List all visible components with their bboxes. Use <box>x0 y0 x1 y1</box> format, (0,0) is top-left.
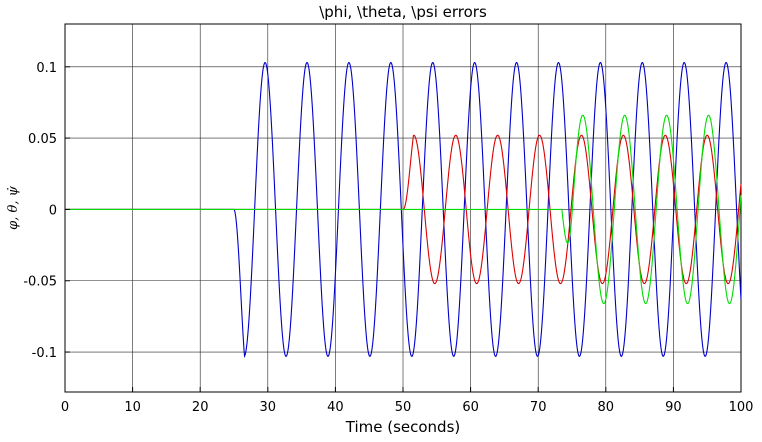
x-tick-label: 10 <box>124 400 141 415</box>
y-tick-label: -0.1 <box>32 346 57 361</box>
x-tick-label: 90 <box>665 400 682 415</box>
chart-title: \phi, \theta, \psi errors <box>319 3 487 21</box>
x-axis-label: Time (seconds) <box>345 418 461 436</box>
x-axis-ticks: 0 10 20 30 40 50 60 70 80 90 100 <box>61 387 754 415</box>
x-tick-label: 60 <box>462 400 479 415</box>
x-tick-label: 30 <box>260 400 277 415</box>
x-tick-label: 50 <box>395 400 412 415</box>
x-tick-label: 100 <box>729 400 754 415</box>
x-tick-label: 40 <box>327 400 344 415</box>
x-tick-label: 80 <box>598 400 615 415</box>
series-group <box>65 61 742 359</box>
x-tick-label: 70 <box>530 400 547 415</box>
y-axis-ticks: 0.1 0.05 0 -0.05 -0.1 <box>23 61 70 361</box>
y-tick-label: 0.1 <box>36 61 57 76</box>
y-tick-label: 0.05 <box>28 132 57 147</box>
y-axis-label: φ, θ, ψ̇ <box>6 185 21 229</box>
x-tick-label: 0 <box>61 400 69 415</box>
x-tick-label: 20 <box>192 400 209 415</box>
y-tick-label: 0 <box>49 203 57 218</box>
series-line-3 <box>65 114 742 305</box>
y-tick-label: -0.05 <box>23 275 57 290</box>
